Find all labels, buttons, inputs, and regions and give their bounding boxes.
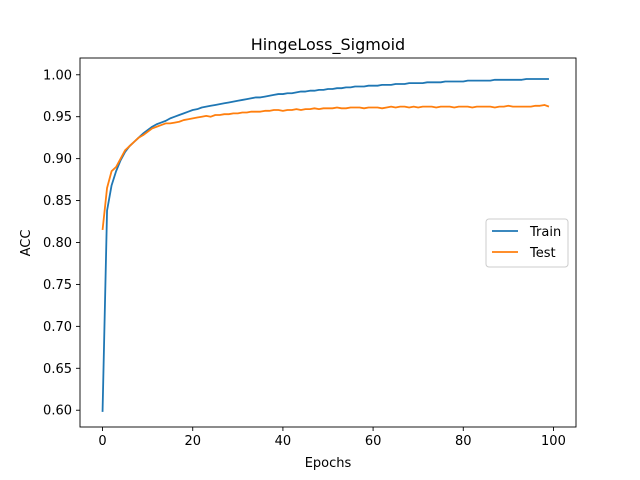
x-tick-label: 80	[455, 434, 472, 449]
x-tick-label: 20	[184, 434, 201, 449]
y-tick-label: 0.85	[43, 194, 72, 209]
y-tick-label: 0.70	[43, 320, 72, 335]
x-tick-label: 100	[541, 434, 566, 449]
series-line-train	[101, 78, 549, 412]
y-tick-label: 0.60	[43, 404, 72, 419]
x-tick-label: 40	[275, 434, 292, 449]
plot-area: 0 20 40 60 80 100 0.60 0.65 0.70 0.75 0.80 0.85 0.90…	[43, 57, 577, 449]
x-tick-label: 0	[98, 434, 106, 449]
y-axis-label: ACC	[19, 230, 34, 257]
y-tick-label: 0.65	[43, 362, 72, 377]
x-axis-label: Epochs	[305, 456, 352, 471]
legend-label-test: Test	[529, 246, 556, 261]
y-tick-label: 1.00	[43, 68, 72, 83]
legend-label-train: Train	[529, 225, 561, 240]
y-tick-label: 0.90	[43, 152, 72, 167]
x-tick-label: 60	[365, 434, 382, 449]
y-tick-label: 0.80	[43, 236, 72, 251]
series-line-test	[101, 104, 550, 231]
chart-title: HingeLoss_Sigmoid	[251, 35, 405, 55]
y-tick-label: 0.95	[43, 110, 72, 125]
y-tick-label: 0.75	[43, 278, 72, 293]
